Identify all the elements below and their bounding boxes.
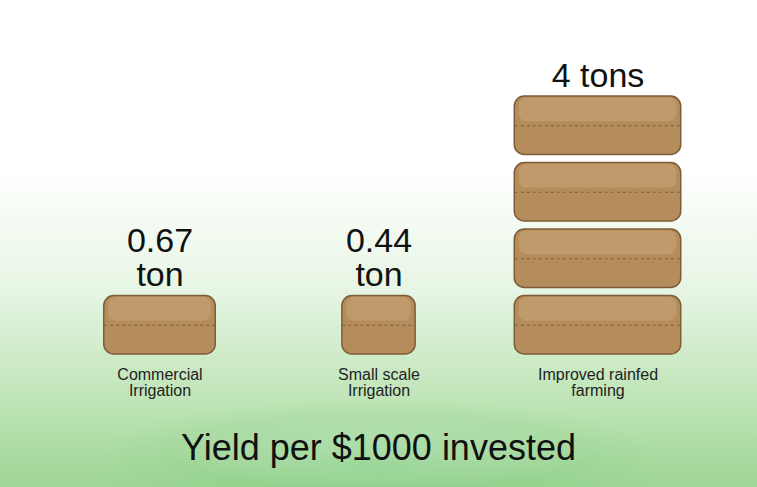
svg-text:0.67ton: 0.67ton xyxy=(127,221,193,293)
svg-text:Improved rainfedfarming: Improved rainfedfarming xyxy=(538,366,658,399)
svg-text:Small scaleIrrigation: Small scaleIrrigation xyxy=(338,366,420,399)
svg-text:0.44ton: 0.44ton xyxy=(346,221,412,293)
svg-text:CommercialIrrigation: CommercialIrrigation xyxy=(117,366,202,399)
html-text:Yield per $1000 invested: Yield per $1000 invested xyxy=(181,427,576,468)
svg-text:4 tons: 4 tons xyxy=(552,56,645,94)
